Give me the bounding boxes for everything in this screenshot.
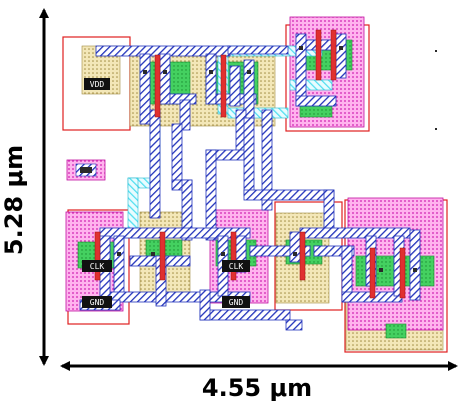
pin-gnd-mid: GND	[222, 296, 250, 308]
pin-clk-mid-label: CLK	[229, 262, 244, 271]
width-label: 4.55 μm	[202, 374, 312, 402]
pin-clk-left-label: CLK	[90, 262, 105, 271]
pin-gnd-left: GND	[82, 296, 112, 308]
pin-clk-left: CLK	[82, 260, 112, 272]
pin-gnd-mid-label: GND	[229, 298, 244, 307]
pin-vdd-label: VDD	[90, 80, 105, 89]
width-dimension: 4.55 μm	[60, 361, 458, 402]
contacts	[117, 46, 437, 272]
height-dimension: 5.28 μm	[0, 7, 49, 366]
poly-gates	[94, 29, 406, 299]
pin-vdd: VDD	[84, 78, 110, 90]
pin-clk-mid: CLK	[222, 260, 250, 272]
height-label: 5.28 μm	[0, 145, 28, 255]
well-tap	[75, 163, 97, 177]
pin-gnd-left-label: GND	[90, 298, 105, 307]
